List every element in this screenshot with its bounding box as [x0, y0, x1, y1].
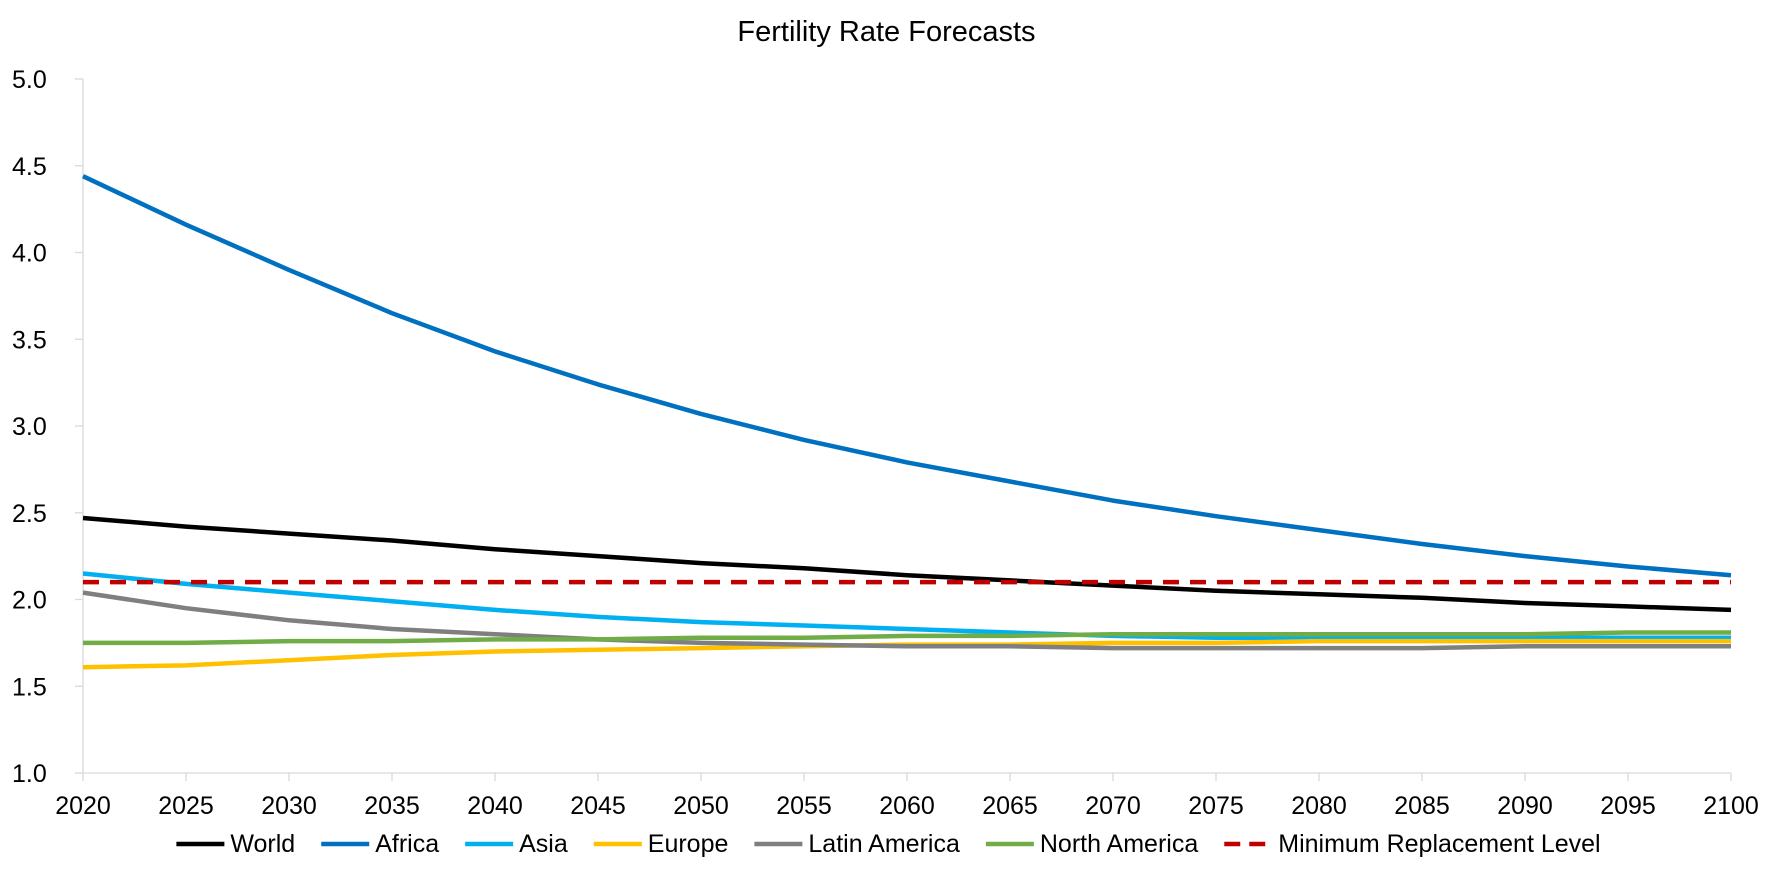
y-tick-label: 3.5: [12, 326, 47, 354]
y-tick-label: 4.0: [12, 240, 47, 268]
y-tick-label: 2.5: [12, 500, 47, 528]
x-tick-label: 2020: [55, 792, 111, 820]
x-tick-label: 2055: [776, 792, 832, 820]
y-tick-label: 5.0: [12, 66, 47, 94]
legend-label: Minimum Replacement Level: [1278, 830, 1600, 858]
x-tick-label: 2070: [1085, 792, 1141, 820]
legend-item-world: World: [176, 830, 295, 858]
series-line-asia: [82, 571, 1731, 640]
x-tick-label: 2030: [261, 792, 317, 820]
series-line-latin-america: [82, 590, 1731, 651]
x-tick-label: 2090: [1497, 792, 1553, 820]
x-tick-label: 2080: [1291, 792, 1347, 820]
legend-item-asia: Asia: [465, 830, 568, 858]
legend-item-north-america: North America: [985, 830, 1198, 858]
x-tick-label: 2025: [158, 792, 214, 820]
x-tick-label: 2060: [879, 792, 935, 820]
legend-item-africa: Africa: [321, 830, 439, 858]
y-tick-label: 2.0: [12, 587, 47, 615]
x-tick-label: 2085: [1394, 792, 1450, 820]
x-tick-label: 2075: [1188, 792, 1244, 820]
x-tick-label: 2050: [673, 792, 729, 820]
legend-label: Latin America: [808, 830, 960, 858]
legend-item-latin-america: Latin America: [754, 830, 960, 858]
legend-label: Africa: [375, 830, 439, 858]
x-tick-label: 2040: [467, 792, 523, 820]
y-tick-label: 1.5: [12, 673, 47, 701]
legend-label: World: [230, 830, 295, 858]
x-tick-label: 2065: [982, 792, 1038, 820]
x-tick-label: 2100: [1703, 792, 1759, 820]
legend-label: Asia: [519, 830, 568, 858]
x-tick-label: 2045: [570, 792, 626, 820]
series-line-north-america: [83, 630, 1731, 646]
legend-item-europe: Europe: [593, 830, 729, 858]
x-tick-label: 2095: [1600, 792, 1656, 820]
series-line-world: [82, 515, 1732, 613]
legend-item-minimum-replacement-level: Minimum Replacement Level: [1224, 830, 1601, 858]
chart-title: Fertility Rate Forecasts: [737, 16, 1036, 48]
legend-label: Europe: [648, 830, 729, 858]
y-tick-label: 1.0: [12, 760, 47, 788]
legend-label: North America: [1040, 830, 1198, 858]
y-tick-label: 3.0: [12, 413, 47, 441]
series-line-africa: [82, 174, 1732, 578]
y-tick-label: 4.5: [12, 153, 47, 181]
x-tick-label: 2035: [364, 792, 420, 820]
